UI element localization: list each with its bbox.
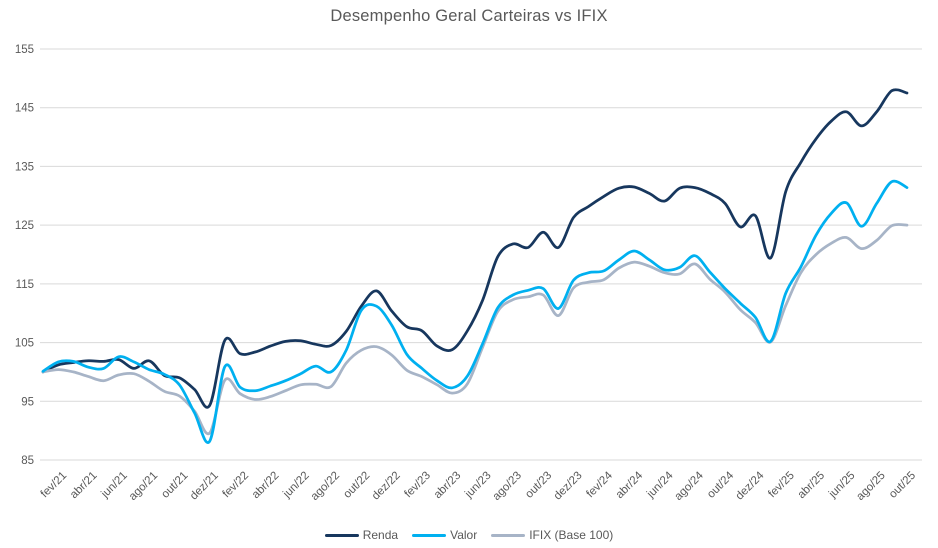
x-tick-label: jun/25 xyxy=(826,470,857,501)
x-tick-label: out/23 xyxy=(523,470,554,501)
legend-label: Valor xyxy=(450,528,478,542)
x-tick-label: dez/21 xyxy=(188,470,221,503)
x-tick-label: fev/22 xyxy=(221,470,252,501)
x-tick-label: jun/21 xyxy=(99,470,130,501)
series-lines xyxy=(41,88,909,444)
x-tick-label: dez/24 xyxy=(734,469,767,502)
y-axis-labels: 85 95 105 115 125 135 145 155 xyxy=(15,44,34,467)
y-gridlines xyxy=(40,48,922,461)
x-tick-label: jun/24 xyxy=(644,469,676,501)
series-line-ifix-base-100 xyxy=(41,223,909,436)
x-tick-label: abr/24 xyxy=(614,469,646,501)
x-tick-label: fev/25 xyxy=(766,470,797,501)
x-tick-label: abr/23 xyxy=(432,470,464,502)
y-tick-label: 145 xyxy=(15,103,34,115)
x-tick-label: out/24 xyxy=(705,469,737,501)
x-tick-label: dez/23 xyxy=(552,470,585,503)
x-tick-label: fev/21 xyxy=(39,470,70,501)
legend-line-swatch-icon xyxy=(491,533,526,537)
x-tick-label: ago/23 xyxy=(491,470,524,503)
x-tick-label: fev/24 xyxy=(584,469,615,500)
x-tick-label: jun/23 xyxy=(462,470,493,501)
legend-label: IFIX (Base 100) xyxy=(529,528,614,542)
y-tick-label: 125 xyxy=(15,220,34,232)
legend-item-renda: Renda xyxy=(324,528,399,542)
y-tick-label: 115 xyxy=(16,279,34,291)
x-tick-label: dez/22 xyxy=(370,470,403,503)
chart-title: Desempenho Geral Carteiras vs IFIX xyxy=(330,7,608,25)
legend-line-swatch-icon xyxy=(324,533,359,537)
x-tick-label: abr/25 xyxy=(796,470,828,502)
y-tick-label: 85 xyxy=(21,455,34,467)
y-tick-label: 105 xyxy=(15,338,34,350)
x-tick-label: out/21 xyxy=(159,470,190,501)
y-tick-label: 155 xyxy=(15,44,34,56)
x-tick-label: ago/22 xyxy=(309,470,342,503)
x-tick-label: out/22 xyxy=(341,470,372,501)
x-tick-label: abr/21 xyxy=(68,470,100,502)
x-tick-label: ago/24 xyxy=(673,469,707,503)
series-line-renda xyxy=(41,88,909,409)
chart-legend: Renda Valor IFIX (Base 100) xyxy=(0,528,938,542)
x-tick-label: out/25 xyxy=(887,470,918,501)
legend-item-ifix-base-100: IFIX (Base 100) xyxy=(491,528,613,542)
x-tick-label: ago/25 xyxy=(854,470,887,503)
x-tick-label: abr/22 xyxy=(250,470,282,502)
legend-line-swatch-icon xyxy=(412,533,447,537)
legend-item-valor: Valor xyxy=(412,528,477,542)
x-tick-label: fev/23 xyxy=(402,470,433,501)
x-tick-label: ago/21 xyxy=(127,470,160,503)
legend-label: Renda xyxy=(362,528,399,542)
x-tick-label: jun/22 xyxy=(280,470,311,501)
y-tick-label: 95 xyxy=(21,396,34,408)
y-tick-label: 135 xyxy=(15,161,34,173)
series-line-valor xyxy=(41,179,909,444)
